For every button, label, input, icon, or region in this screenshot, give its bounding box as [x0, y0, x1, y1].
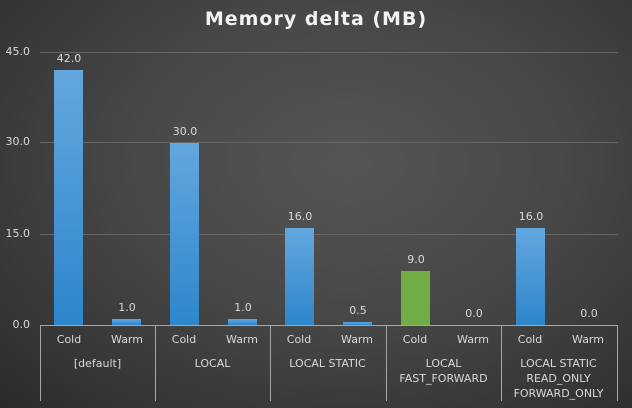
group-label-local-static-ro-fo: LOCAL STATIC READ_ONLY FORWARD_ONLY — [513, 357, 604, 400]
group-label-default: [default] — [73, 357, 122, 370]
gridline-30 — [40, 142, 618, 143]
value-label: 16.0 — [518, 210, 544, 223]
axis-separator — [501, 325, 502, 401]
value-label: 1.0 — [234, 301, 252, 314]
bar-local-fast-forward-cold — [401, 271, 430, 325]
bar-local-static-ro-fo-cold — [516, 228, 545, 325]
value-label: 0.5 — [349, 304, 367, 317]
value-label: 0.0 — [465, 307, 483, 320]
x-label-cold: Cold — [56, 333, 82, 346]
x-label-warm: Warm — [111, 333, 143, 346]
value-label: 0.0 — [580, 307, 598, 320]
value-label: 9.0 — [407, 253, 425, 266]
x-label-cold: Cold — [171, 333, 197, 346]
bar-default-warm — [112, 319, 141, 325]
bar-local-warm — [228, 319, 257, 325]
gridline-15 — [40, 234, 618, 235]
y-tick-30: 30.0 — [5, 135, 31, 148]
x-label-warm: Warm — [226, 333, 258, 346]
axis-separator — [155, 325, 156, 401]
bar-local-static-cold — [285, 228, 314, 325]
axis-separator — [386, 325, 387, 401]
axis-separator — [270, 325, 271, 401]
group-label-local: LOCAL — [194, 357, 231, 370]
y-tick-0: 0.0 — [12, 318, 31, 331]
group-label-local-fast-forward: LOCAL FAST_FORWARD — [399, 357, 488, 385]
bar-local-static-warm — [343, 322, 372, 325]
x-label-cold: Cold — [402, 333, 428, 346]
y-tick-45: 45.0 — [5, 45, 31, 58]
gridline-45 — [40, 52, 618, 53]
x-axis — [40, 325, 618, 326]
axis-separator — [617, 325, 618, 401]
x-label-warm: Warm — [572, 333, 604, 346]
value-label: 42.0 — [56, 52, 82, 65]
bar-default-cold — [54, 70, 83, 325]
x-label-cold: Cold — [517, 333, 543, 346]
group-label-local-static: LOCAL STATIC — [289, 357, 366, 370]
x-label-warm: Warm — [341, 333, 373, 346]
bar-local-cold — [170, 143, 199, 325]
x-label-cold: Cold — [286, 333, 312, 346]
chart-title: Memory delta (MB) — [204, 8, 428, 30]
value-label: 16.0 — [287, 210, 313, 223]
y-tick-15: 15.0 — [5, 227, 31, 240]
axis-separator — [40, 325, 41, 401]
value-label: 30.0 — [172, 125, 198, 138]
x-label-warm: Warm — [457, 333, 489, 346]
value-label: 1.0 — [118, 301, 136, 314]
